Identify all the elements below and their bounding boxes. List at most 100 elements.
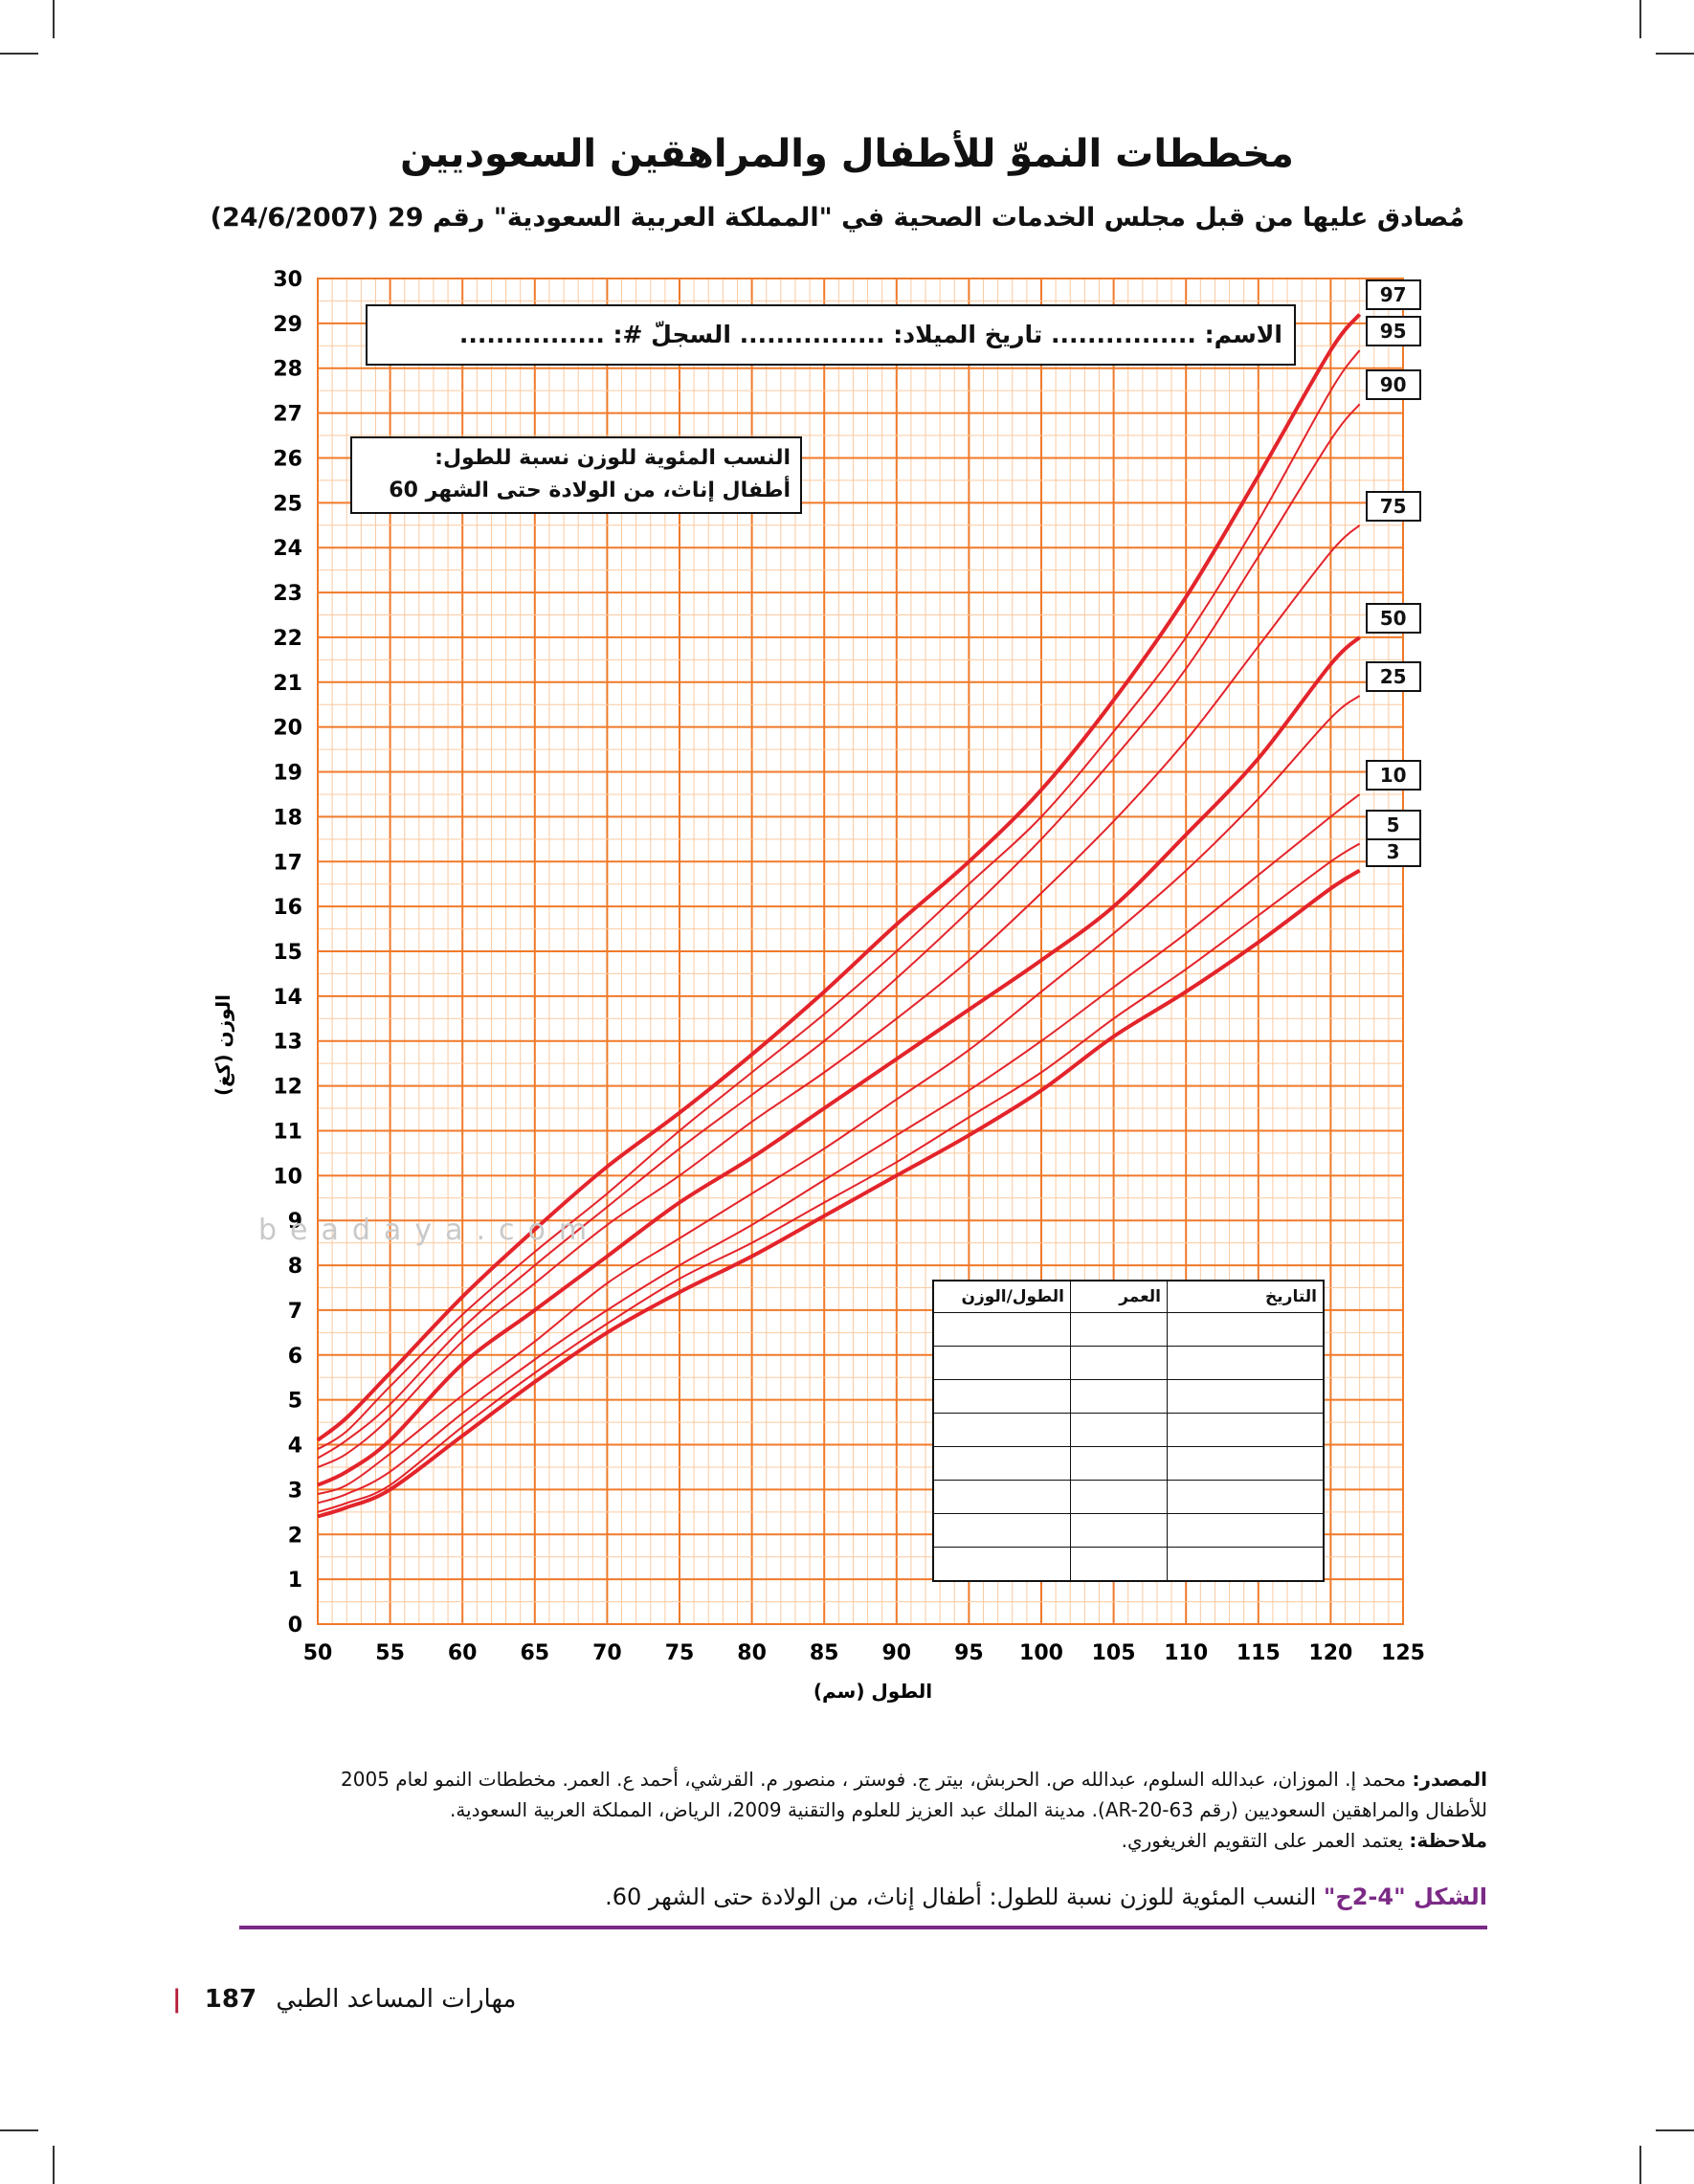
table-cell (932, 1547, 1071, 1582)
y-tick-label: 22 (273, 627, 302, 651)
table-cell (1167, 1513, 1325, 1548)
crop-mark (53, 2146, 55, 2184)
source-paragraph: المصدر: محمد إ. الموزان، عبدالله السلوم،… (205, 1765, 1487, 1794)
y-tick-label: 13 (273, 1031, 302, 1055)
table-cell (1167, 1379, 1325, 1414)
page-title: مخططات النموّ للأطفال والمراهقين السعودي… (400, 132, 1294, 176)
percentile-label-3: 3 (1365, 836, 1421, 867)
x-tick-label: 50 (303, 1641, 333, 1665)
y-tick-label: 24 (273, 537, 302, 561)
y-tick-label: 23 (273, 582, 302, 606)
note-paragraph: ملاحظة: يعتمد العمر على التقويم الغريغور… (205, 1826, 1487, 1855)
table-row (932, 1480, 1325, 1514)
x-tick-label: 110 (1164, 1641, 1208, 1665)
table-cell (1070, 1413, 1168, 1447)
percentile-label-50: 50 (1365, 602, 1421, 634)
x-tick-label: 70 (592, 1641, 622, 1665)
table-cell (1070, 1513, 1168, 1548)
figure-caption: الشكل "4-2ح" النسب المئوية للوزن نسبة لل… (205, 1883, 1487, 1910)
percentile-label-5: 5 (1365, 809, 1421, 840)
x-tick-label: 55 (375, 1641, 405, 1665)
book-title: مهارات المساعد الطبي (276, 1985, 517, 2014)
table-cell (932, 1480, 1071, 1514)
table-cell (1167, 1480, 1325, 1514)
y-tick-label: 14 (273, 986, 302, 1010)
crop-mark (1639, 0, 1641, 38)
y-tick-label: 7 (288, 1300, 302, 1324)
crop-mark (53, 0, 55, 38)
y-tick-label: 4 (288, 1435, 302, 1459)
crop-mark (0, 53, 38, 55)
table-cell (1167, 1547, 1325, 1582)
y-tick-label: 5 (288, 1390, 302, 1414)
footer-bar: | (172, 1985, 182, 2014)
x-tick-label: 105 (1092, 1641, 1136, 1665)
chart-frame (317, 278, 1404, 1625)
crop-mark (1656, 53, 1694, 55)
table-cell (932, 1346, 1071, 1380)
percentile-label-90: 90 (1365, 369, 1421, 401)
x-tick-label: 85 (810, 1641, 839, 1665)
percentile-curve-97 (316, 313, 1362, 1442)
page-footer: | 187 مهارات المساعد الطبي (172, 1985, 516, 2014)
chart-description-line1: النسب المئوية للوزن نسبة للطول: (435, 446, 791, 470)
table-row (932, 1513, 1325, 1548)
y-tick-label: 28 (273, 358, 302, 382)
figure-caption-text: النسب المئوية للوزن نسبة للطول: أطفال إن… (605, 1883, 1317, 1910)
table-row (932, 1446, 1325, 1481)
x-tick-label: 120 (1308, 1641, 1352, 1665)
y-tick-label: 1 (288, 1569, 302, 1593)
y-tick-label: 8 (288, 1255, 302, 1279)
y-tick-label: 25 (273, 492, 302, 516)
table-row (932, 1346, 1325, 1380)
percentile-label-97: 97 (1365, 279, 1421, 311)
y-tick-labels: 0123456789101112131415161718192021222324… (273, 268, 302, 1638)
note-text: يعتمد العمر على التقويم الغريغوري. (1121, 1829, 1404, 1852)
table-cell (1167, 1446, 1325, 1481)
page-number: 187 (204, 1985, 257, 2014)
y-tick-label: 26 (273, 447, 302, 471)
figure-label: الشكل "4-2ح" (1323, 1883, 1487, 1910)
x-tick-labels: 50 55 60 65 70 75 80 85 90 95 100 105 110 115 120 125 (303, 1641, 1425, 1665)
growth-chart: 50 55 60 65 70 75 80 85 90 95 100 105 110 115 120 125 0… (212, 268, 1425, 1703)
x-tick-label: 90 (881, 1641, 911, 1665)
patient-info-box: الاسم: ................ تاريخ الميلاد: .… (366, 304, 1296, 366)
percentile-label-95: 95 (1365, 315, 1421, 346)
table-row (932, 1413, 1325, 1447)
y-tick-label: 10 (273, 1165, 302, 1189)
percentile-label-10: 10 (1365, 759, 1421, 791)
percentile-curve-90 (317, 403, 1361, 1460)
percentile-curve-95 (317, 349, 1361, 1451)
x-axis-label: الطول (سم) (814, 1680, 932, 1703)
percentile-curve-3 (317, 868, 1361, 1519)
percentile-label-25: 25 (1365, 660, 1421, 692)
x-tick-label: 100 (1019, 1641, 1063, 1665)
x-tick-label: 125 (1381, 1641, 1425, 1665)
table-cell (932, 1446, 1071, 1481)
y-tick-label: 15 (273, 941, 302, 965)
y-tick-label: 29 (273, 313, 302, 337)
percentile-curve-10 (317, 793, 1361, 1504)
y-tick-label: 6 (288, 1345, 302, 1369)
percentile-curve-75 (317, 524, 1361, 1468)
watermark: beadaya.com (258, 1214, 601, 1247)
page-subtitle: مُصادق عليها من قبل مجلس الخدمات الصحية … (210, 203, 1465, 233)
table-row (932, 1312, 1325, 1347)
table-cell (932, 1312, 1071, 1347)
y-tick-label: 30 (273, 268, 302, 292)
y-tick-label: 16 (273, 896, 302, 920)
table-cell (1070, 1547, 1168, 1582)
percentile-curve-25 (317, 695, 1361, 1496)
table-row (932, 1547, 1325, 1582)
y-tick-label: 21 (273, 672, 302, 696)
table-cell (1070, 1446, 1168, 1481)
caption-divider (239, 1926, 1487, 1929)
y-tick-label: 27 (273, 403, 302, 427)
y-tick-label: 17 (273, 851, 302, 875)
y-tick-label: 20 (273, 717, 302, 741)
table-cell (1167, 1312, 1325, 1347)
source-label: المصدر: (1412, 1768, 1487, 1791)
table-cell (932, 1413, 1071, 1447)
y-tick-label: 9 (288, 1210, 302, 1234)
table-cell (932, 1379, 1071, 1414)
